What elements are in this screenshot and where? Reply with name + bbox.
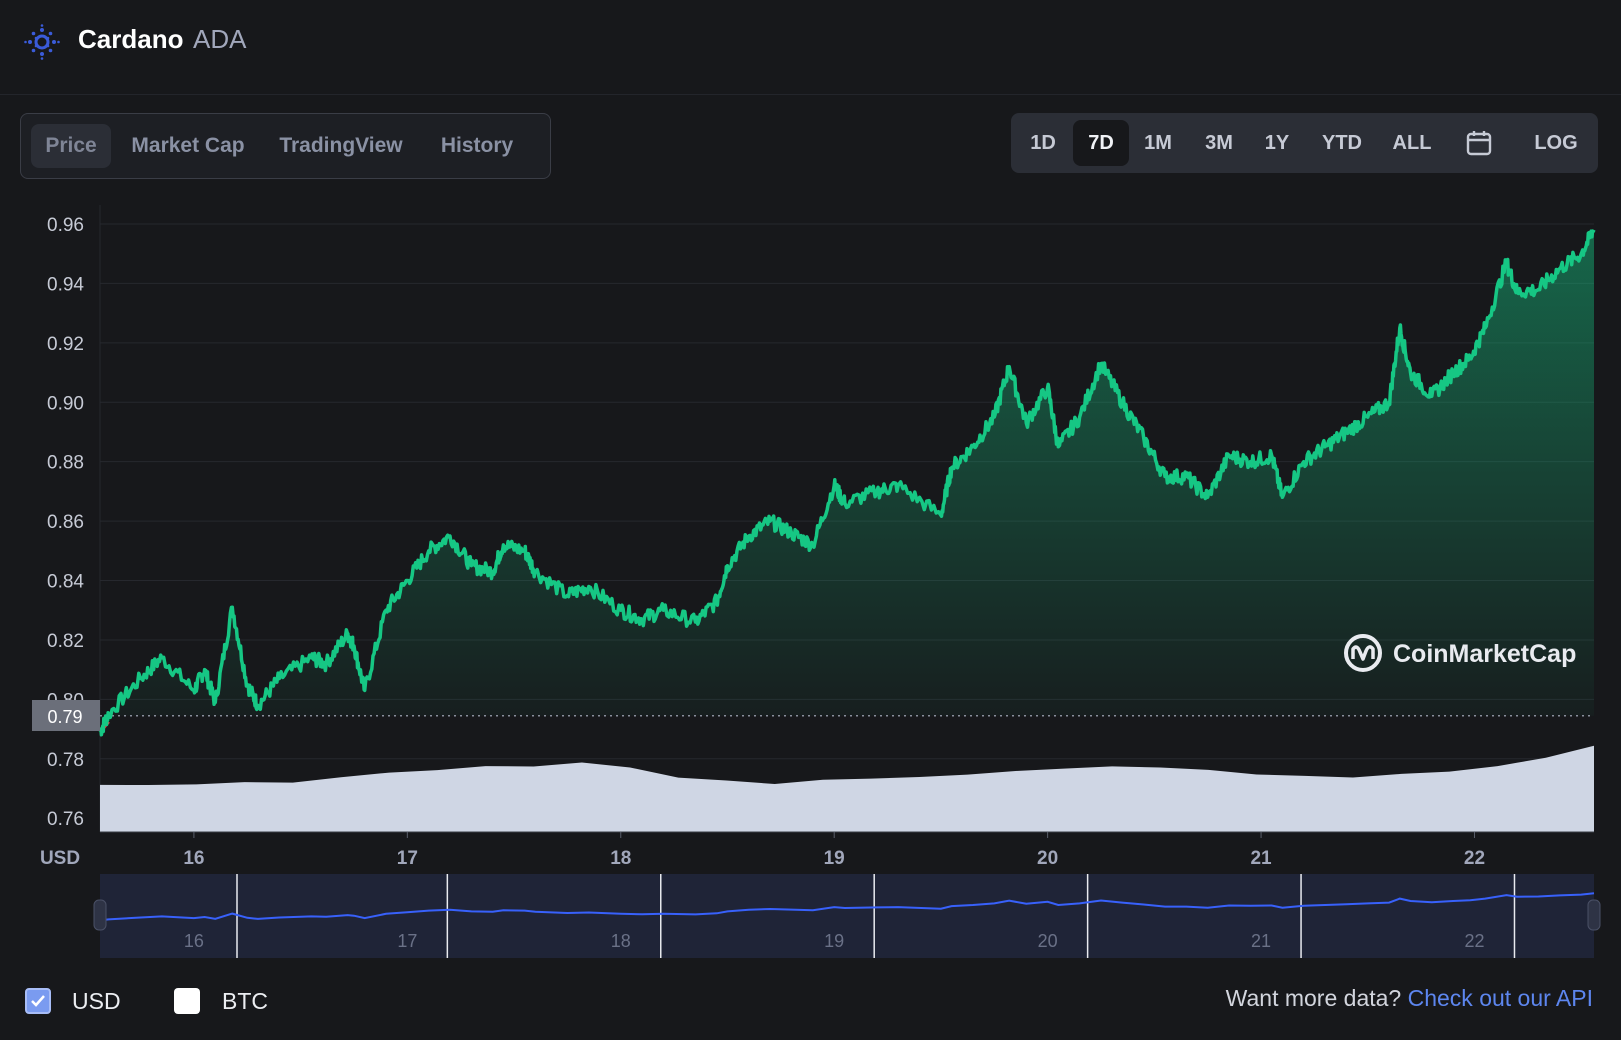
range-log[interactable]: LOG [1534,132,1578,154]
price-chart[interactable]: 0.960.940.920.900.880.860.840.820.800.78… [0,190,1621,970]
tab-tradingview[interactable]: TradingView [279,134,403,157]
range-ytd[interactable]: YTD [1322,132,1362,154]
open-price-marker [32,700,100,731]
x-tick-label: 22 [1464,848,1485,869]
y-tick-label: 0.78 [47,750,84,771]
x-tick-label: 20 [1037,848,1058,869]
navigator-handle-left [93,899,107,931]
y-tick-label: 0.96 [47,215,84,236]
navigator-tick-label: 19 [824,931,844,951]
tab-price[interactable]: Price [31,124,111,168]
range-calendar[interactable] [1456,120,1502,166]
y-tick-label: 0.84 [47,572,84,593]
calendar-icon [1466,131,1492,156]
y-tick-label: 0.76 [47,809,84,830]
watermark-text: CoinMarketCap [1393,640,1577,668]
range-1d[interactable]: 1D [1030,132,1056,154]
range-1m[interactable]: 1M [1144,132,1172,154]
check-icon [31,995,45,1007]
volume-area [100,745,1594,832]
x-tick-label: 16 [183,848,204,869]
range-7d[interactable]: 7D [1073,120,1129,166]
y-tick-label: 0.92 [47,334,84,355]
price-line [98,229,1596,737]
x-tick-label: 18 [610,848,631,869]
chart-tabs: Price Market Cap TradingView History [20,113,551,179]
navigator-handle-right [1587,899,1601,931]
navigator-tick-label: 20 [1038,931,1058,951]
range-1y[interactable]: 1Y [1264,132,1290,154]
y-tick-label: 0.94 [47,274,84,295]
y-tick-label: 0.86 [47,512,84,533]
coinmarketcap-logo-icon [1344,634,1382,672]
more-data-text: Want more data? [1225,985,1402,1011]
header: Cardano ADA [0,0,1621,95]
x-tick-label: 17 [397,848,418,869]
x-tick-label: 21 [1250,848,1272,869]
y-tick-label: 0.90 [47,393,84,414]
tab-market-cap[interactable]: Market Cap [131,134,245,157]
price-area [100,229,1594,735]
navigator-tick-label: 18 [611,931,631,951]
more-data-promo: Want more data? Check out our API [1226,985,1593,1012]
usd-checkbox-label: USD [72,988,121,1014]
y-tick-label: 0.88 [47,453,84,474]
cardano-logo-icon [24,24,60,60]
api-link[interactable]: Check out our API [1407,985,1593,1011]
range-all[interactable]: ALL [1392,132,1432,154]
range-3m[interactable]: 3M [1205,132,1233,154]
open-price-label: 0.79 [47,707,82,727]
navigator-line [99,892,1595,922]
range-navigator[interactable]: 16 17 18 19 20 21 22 [93,874,1601,958]
x-tick-label: 19 [824,848,845,869]
time-range-selector: 1D 7D 1M 3M 1Y YTD ALL LOG [1011,113,1598,173]
currency-axis-label: USD [40,848,80,869]
navigator-tick-label: 17 [397,931,417,951]
navigator-tick-label: 16 [184,931,204,951]
navigator-tick-label: 22 [1464,931,1484,951]
tab-history[interactable]: History [440,134,514,157]
btc-checkbox[interactable] [174,988,200,1014]
usd-checkbox[interactable] [25,988,51,1014]
coin-name: Cardano [78,24,184,54]
btc-checkbox-label: BTC [222,988,268,1014]
y-tick-label: 0.82 [47,631,84,652]
coin-symbol: ADA [193,24,247,54]
navigator-tick-label: 21 [1251,931,1271,951]
